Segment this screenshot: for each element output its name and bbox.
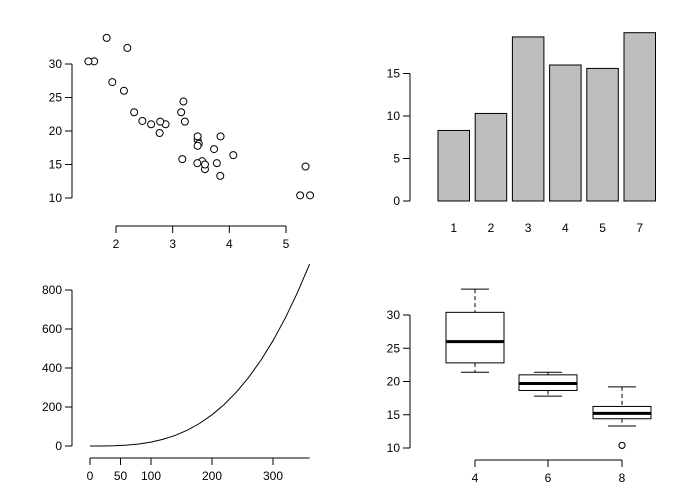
scatter-point [216, 132, 225, 141]
x-tick-label: 2 [488, 221, 495, 235]
bar [549, 64, 582, 202]
scatter-point [200, 160, 209, 169]
scatter-point [84, 57, 93, 66]
scatter-point [102, 33, 111, 42]
y-tick-label: 30 [49, 57, 63, 71]
scatter-point [123, 43, 132, 52]
scatter-point [156, 117, 165, 126]
y-tick-label: 20 [387, 375, 401, 389]
scatter-point [147, 120, 156, 129]
scatter-point [301, 162, 310, 171]
y-tick-label: 400 [42, 361, 62, 375]
scatter-point [108, 78, 117, 87]
x-tick-label: 1 [450, 221, 457, 235]
scatter-point [130, 108, 139, 117]
x-tick-label: 300 [263, 469, 283, 483]
y-tick-label: 800 [42, 283, 62, 297]
x-tick-label: 2 [113, 237, 120, 251]
bar [623, 32, 656, 202]
bar [437, 129, 470, 202]
x-tick-label: 4 [562, 221, 569, 235]
scatter-point [306, 191, 315, 200]
scatter-point [216, 171, 225, 180]
scatter-point [155, 129, 164, 138]
x-tick-label: 8 [619, 471, 626, 485]
scatter-point [296, 191, 305, 200]
y-tick-label: 15 [387, 408, 401, 422]
scatter-point [193, 159, 202, 168]
line-series [89, 263, 311, 447]
y-tick-label: 10 [387, 441, 401, 455]
bar [586, 67, 619, 202]
y-tick-label: 30 [387, 308, 401, 322]
scatter-point [193, 141, 202, 150]
x-tick-label: 0 [87, 469, 94, 483]
x-tick-label: 4 [472, 471, 479, 485]
x-tick-label: 5 [599, 221, 606, 235]
scatter-point [210, 145, 219, 154]
y-tick-label: 0 [55, 439, 62, 453]
scatter-point [119, 86, 128, 95]
x-tick-label: 5 [283, 237, 290, 251]
x-tick-label: 6 [545, 471, 552, 485]
x-tick-label: 3 [525, 221, 532, 235]
x-tick-label: 200 [202, 469, 222, 483]
box-plot: 10 15 20 25 30 4 6 8 [387, 288, 652, 485]
bar-chart: 1 2 3 4 5 7 0 5 10 15 [387, 32, 656, 235]
scatter-point [178, 155, 187, 164]
y-tick-label: 15 [49, 158, 63, 172]
scatter-plot: 10 15 20 25 30 2 3 4 5 [49, 33, 315, 251]
box [445, 311, 505, 364]
y-tick-label: 600 [42, 322, 62, 336]
x-tick-label: 50 [114, 469, 128, 483]
y-tick-label: 20 [49, 124, 63, 138]
y-tick-label: 200 [42, 400, 62, 414]
x-tick-label: 7 [636, 221, 643, 235]
y-tick-label: 15 [387, 67, 401, 81]
bar [511, 36, 545, 202]
scatter-point [229, 151, 238, 160]
x-tick-label: 4 [226, 237, 233, 251]
scatter-point [138, 116, 147, 125]
scatter-point [180, 117, 189, 126]
y-tick-label: 25 [387, 341, 401, 355]
bar [474, 112, 508, 202]
x-tick-label: 3 [169, 237, 176, 251]
y-tick-label: 0 [393, 194, 400, 208]
scatter-point [179, 97, 188, 106]
scatter-point [212, 159, 221, 168]
scatter-point [177, 108, 186, 117]
y-tick-label: 10 [49, 191, 63, 205]
x-tick-label: 100 [141, 469, 161, 483]
y-tick-label: 10 [387, 109, 401, 123]
line-chart: 0 200 400 600 800 0 50 100 200 300 [42, 263, 311, 483]
y-tick-label: 25 [49, 91, 63, 105]
outlier-point [618, 441, 626, 449]
y-tick-label: 5 [393, 152, 400, 166]
scatter-point [193, 132, 202, 141]
